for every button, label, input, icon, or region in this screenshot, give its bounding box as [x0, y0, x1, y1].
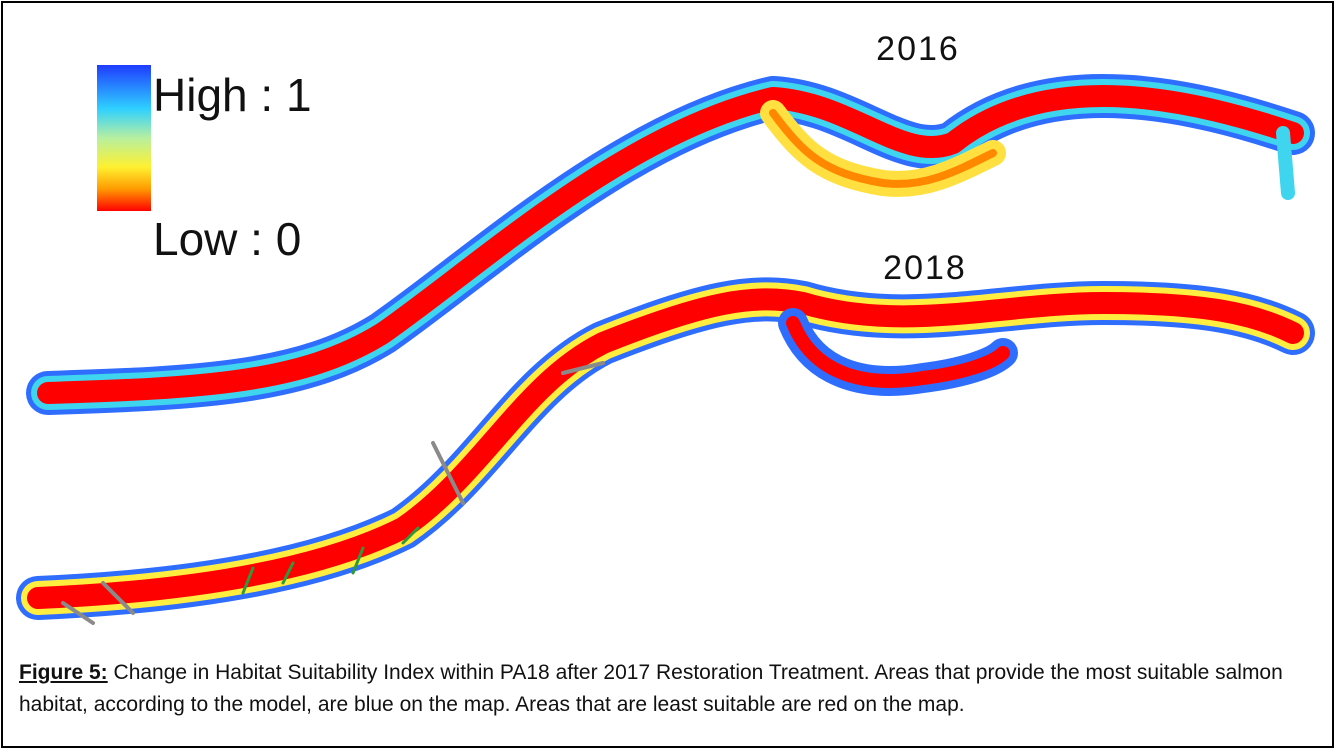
legend-ramp: [97, 65, 151, 211]
legend-low: Low : 0: [153, 213, 301, 265]
map: High : 1 Low : 0 2016 2018: [3, 3, 1332, 643]
legend-high: High : 1: [153, 69, 312, 121]
year-label: 2016: [876, 30, 960, 68]
river-2018: [38, 299, 1293, 623]
caption-text: Change in Habitat Suitability Index with…: [19, 661, 1283, 716]
year-label: 2018: [883, 249, 967, 287]
caption-label: Figure 5:: [19, 661, 108, 684]
caption: Figure 5: Change in Habitat Suitability …: [19, 657, 1319, 721]
figure-frame: High : 1 Low : 0 2016 2018 Figure 5: Cha…: [1, 1, 1334, 748]
